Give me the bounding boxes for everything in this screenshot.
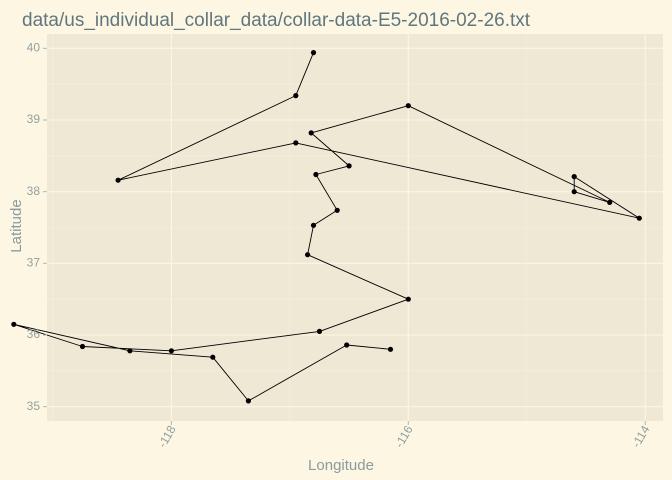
y-tick-label: 36 — [27, 327, 41, 341]
data-point — [344, 342, 350, 348]
data-point — [607, 199, 613, 205]
data-point — [346, 163, 352, 169]
data-point — [305, 252, 311, 258]
data-point — [310, 222, 317, 228]
y-tick-label: 38 — [27, 184, 41, 198]
y-tick-label: 39 — [27, 112, 41, 126]
data-point — [168, 348, 174, 354]
data-point — [405, 103, 411, 109]
y-tick-label: 40 — [27, 41, 41, 55]
track-points — [11, 50, 642, 404]
data-point — [310, 50, 317, 56]
data-point — [308, 130, 314, 136]
data-point — [571, 174, 577, 180]
data-point — [571, 189, 577, 195]
data-point — [636, 215, 642, 221]
chart-title: data/us_individual_collar_data/collar-da… — [22, 10, 531, 31]
data-point — [293, 140, 299, 146]
grid-minor — [47, 34, 663, 421]
data-point — [127, 348, 133, 354]
data-point — [405, 296, 411, 302]
x-axis-ticks: -118 -116 -114 — [155, 421, 653, 450]
data-point — [387, 346, 394, 352]
y-tick-label: 37 — [27, 256, 41, 270]
data-point — [115, 177, 121, 183]
data-point — [293, 93, 299, 99]
data-point — [316, 328, 323, 334]
data-point — [210, 354, 216, 360]
x-tick-label: -118 — [155, 423, 179, 450]
y-axis-ticks: 35 36 37 38 39 40 — [27, 41, 47, 413]
y-axis-title: Latitude — [8, 199, 25, 252]
x-tick-label: -116 — [392, 423, 416, 450]
data-point — [313, 171, 319, 178]
x-axis-title: Longitude — [308, 457, 374, 474]
data-point — [334, 207, 340, 213]
y-tick-label: 35 — [27, 399, 41, 413]
grid-major — [47, 34, 663, 421]
data-point — [245, 398, 251, 404]
x-tick-label: -114 — [629, 423, 653, 450]
data-point — [11, 321, 17, 327]
data-point — [79, 343, 86, 350]
